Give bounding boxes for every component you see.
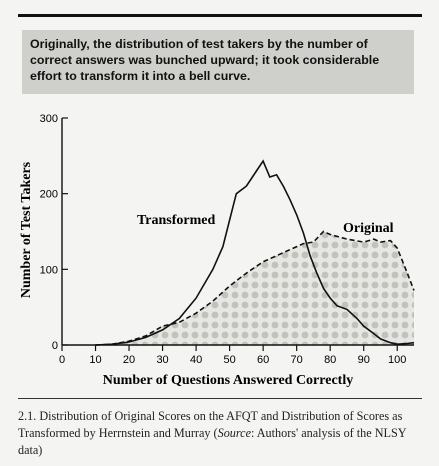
series-label-transformed: Transformed	[137, 213, 215, 228]
y-tick-label: 200	[40, 189, 58, 201]
x-tick-label: 20	[123, 354, 135, 366]
x-tick-label: 10	[89, 354, 101, 366]
x-tick-label: 90	[358, 354, 370, 366]
top-rule	[18, 14, 422, 17]
y-axis-title: Number of Test Takers	[19, 161, 34, 298]
x-axis-title: Number of Questions Answered Correctly	[103, 373, 353, 388]
x-tick-label: 80	[324, 354, 336, 366]
x-tick-label: 70	[291, 354, 303, 366]
x-tick-label: 30	[156, 354, 168, 366]
x-tick-label: 0	[59, 354, 65, 366]
series-label-original: Original	[343, 221, 394, 236]
series-line-transformed	[95, 159, 415, 346]
series-line-original	[95, 230, 415, 346]
original-shaded-area	[95, 231, 414, 345]
bottom-rule	[18, 398, 422, 399]
caption-source-word: Source	[217, 426, 251, 440]
x-tick-label: 50	[223, 354, 235, 366]
caption-number: 2.1.	[18, 409, 37, 423]
axes: 0 100 200 300 0 10 20 30 40 50 60 70 80 90 100	[40, 113, 414, 366]
x-tick-label: 40	[190, 354, 202, 366]
x-tick-label: 60	[257, 354, 269, 366]
figure-caption: 2.1. Distribution of Original Scores on …	[18, 408, 422, 459]
y-tick-label: 100	[40, 264, 58, 276]
caption-text-b: : Authors' analysis of the NLSY data)	[18, 426, 407, 457]
x-tick-label: 100	[388, 354, 406, 366]
caption-text-a: Distribution of Original Scores on the A…	[18, 409, 403, 440]
callout-text: Originally, the distribution of test tak…	[30, 37, 380, 83]
callout-box: Originally, the distribution of test tak…	[22, 30, 414, 94]
y-tick-label: 300	[40, 113, 58, 125]
y-tick-label: 0	[52, 340, 58, 352]
